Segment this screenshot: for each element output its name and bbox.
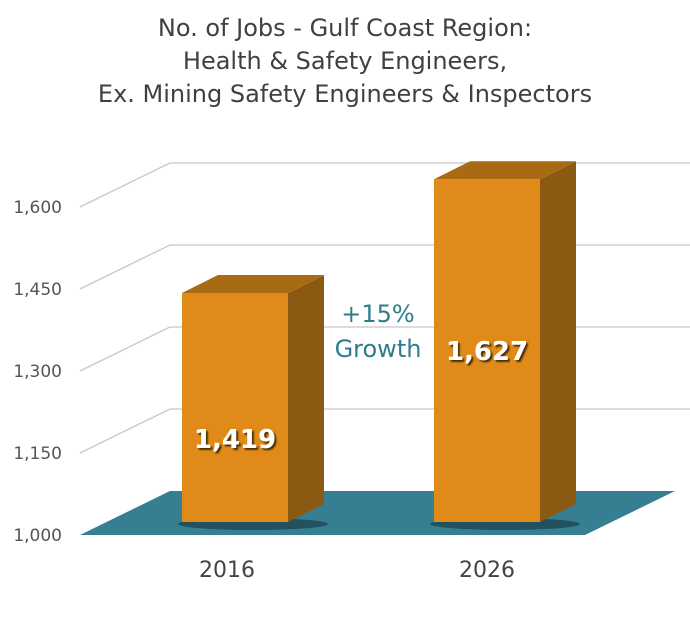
- title-line-2: Health & Safety Engineers,: [182, 47, 508, 75]
- y-tick-label: 1,450: [13, 280, 62, 300]
- title-line-1: No. of Jobs - Gulf Coast Region:: [157, 14, 533, 42]
- y-tick-label: 1,300: [13, 362, 62, 382]
- growth-annotation-label: Growth: [335, 335, 422, 363]
- data-label: 1,419: [194, 425, 276, 455]
- y-tick-label: 1,150: [13, 444, 62, 464]
- bar-front: [182, 292, 288, 522]
- bar-side: [540, 161, 576, 523]
- x-category-label: 2016: [199, 558, 255, 583]
- title-line-3: Ex. Mining Safety Engineers & Inspectors: [97, 80, 593, 108]
- gridline-depth: [79, 162, 171, 208]
- bar-2026: [430, 161, 580, 530]
- gridlines: 1,000 1,150 1,300 1,450 1,600: [13, 162, 690, 546]
- bar-side: [288, 274, 324, 522]
- gridline-depth: [79, 408, 171, 454]
- data-label: 1,627: [446, 337, 528, 367]
- gridline-depth: [79, 326, 171, 372]
- y-tick-label: 1,600: [13, 198, 62, 218]
- bars: [178, 161, 580, 530]
- growth-annotation-pct: +15%: [341, 300, 414, 328]
- y-tick-label: 1,000: [13, 526, 62, 546]
- bar-front: [434, 179, 540, 523]
- bar-2016: [178, 274, 328, 530]
- chart-floor: [80, 491, 675, 535]
- x-category-label: 2026: [459, 558, 515, 583]
- bar-top: [182, 274, 324, 293]
- labels: 1,419 2016 1,627 2026: [194, 337, 528, 583]
- gridline-depth: [79, 244, 171, 290]
- chart-title: No. of Jobs - Gulf Coast Region: Health …: [0, 12, 690, 111]
- bar-top: [434, 161, 576, 180]
